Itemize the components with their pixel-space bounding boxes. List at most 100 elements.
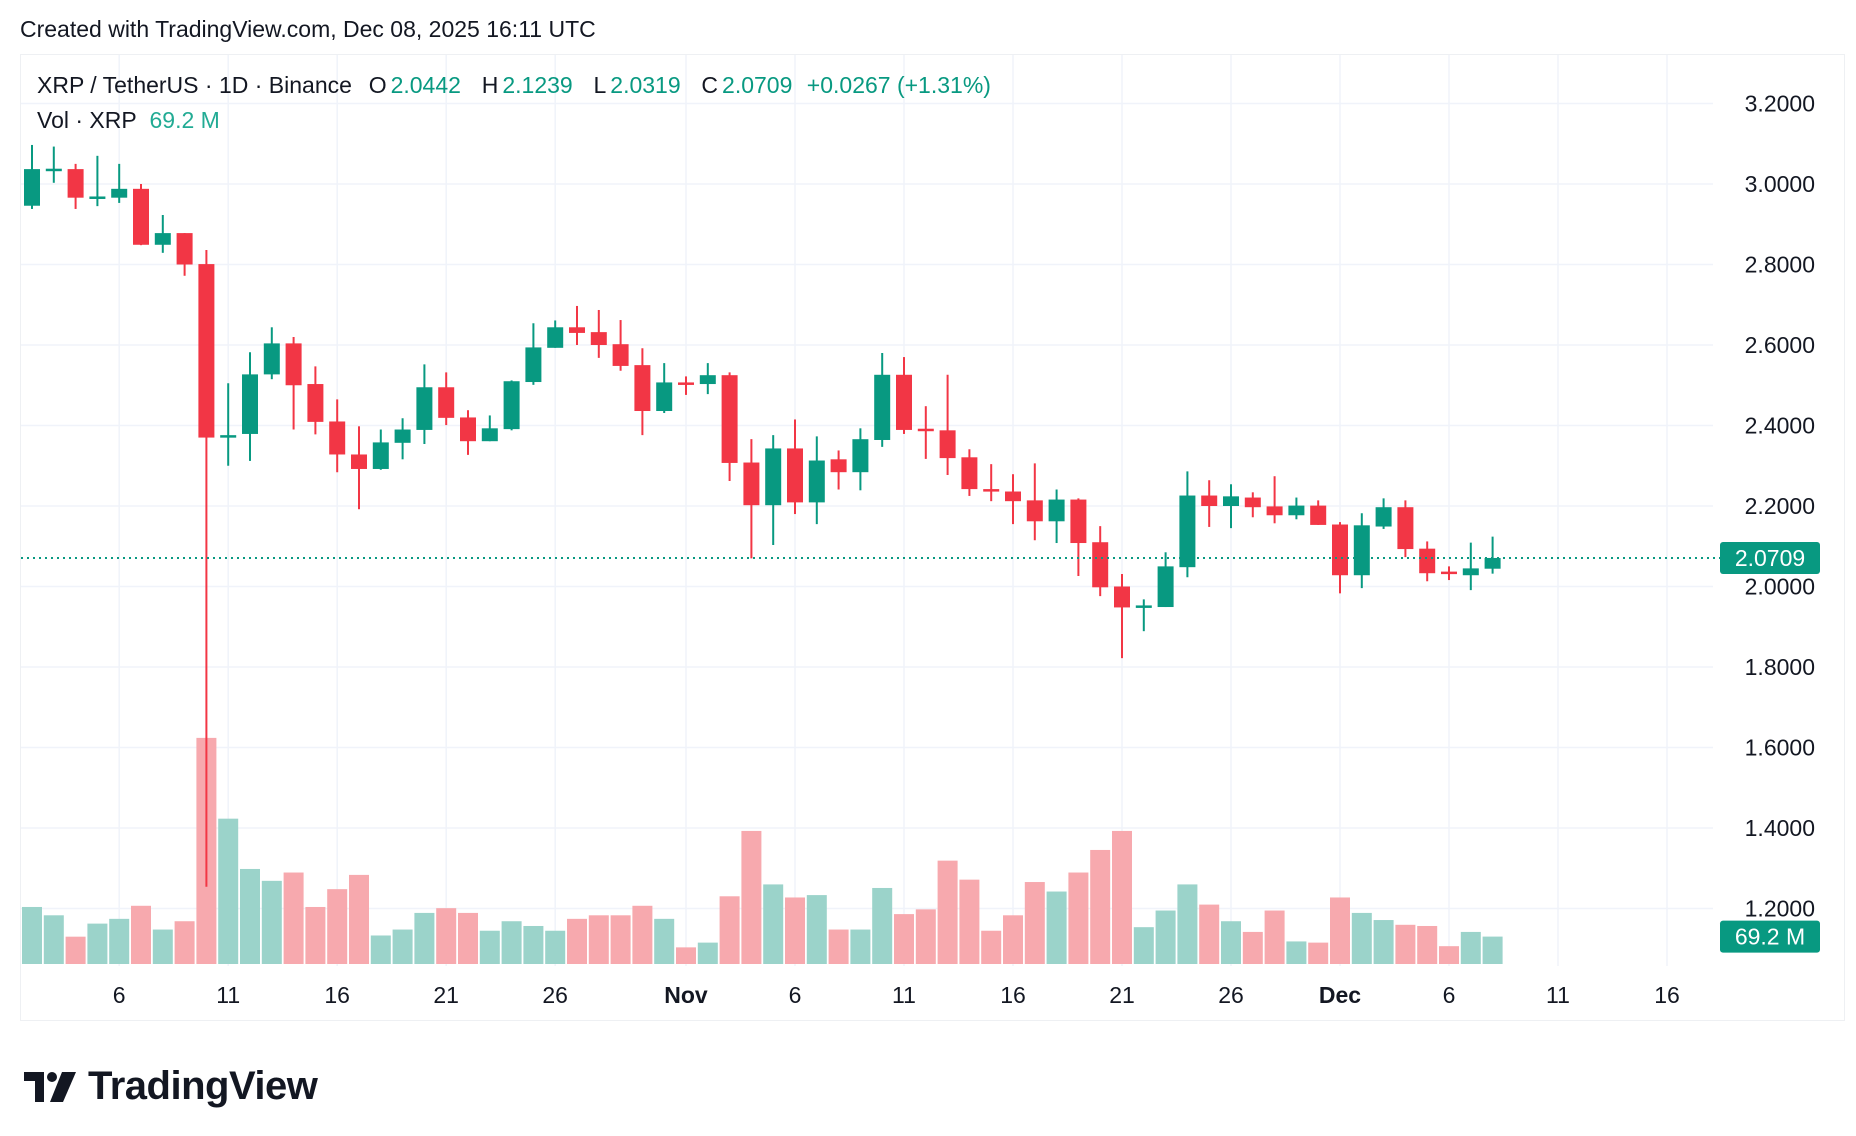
- volume-bar: [174, 921, 195, 964]
- candle-body: [983, 489, 1000, 492]
- volume-bar: [1199, 904, 1220, 964]
- candle-body: [263, 343, 280, 375]
- volume-bar: [240, 868, 260, 964]
- y-tick-label: 3.2000: [1745, 91, 1815, 117]
- volume-bar: [937, 860, 958, 964]
- symbol-title[interactable]: XRP / TetherUS · 1D · Binance: [37, 72, 352, 98]
- candle-body: [896, 374, 912, 430]
- volume-bar: [109, 918, 130, 964]
- candle-body: [285, 343, 302, 386]
- volume-bar: [697, 942, 718, 964]
- volume-bar: [785, 897, 805, 964]
- volume-bar: [610, 915, 631, 964]
- candle-body: [45, 168, 62, 172]
- x-tick-label: Dec: [1319, 982, 1361, 1008]
- volume-bar: [1221, 921, 1241, 964]
- candle-body: [787, 448, 803, 503]
- candle-body: [1005, 491, 1021, 502]
- volume-bar: [523, 925, 544, 964]
- candle-body: [24, 169, 40, 206]
- candle-body: [416, 387, 433, 430]
- volume-bar: [806, 895, 827, 964]
- volume-bar: [261, 880, 282, 964]
- volume-bar: [1003, 915, 1023, 964]
- candle-body: [830, 459, 847, 473]
- volume-bar: [1155, 910, 1176, 964]
- volume-bar: [894, 914, 914, 964]
- volume-bar: [1068, 872, 1089, 964]
- y-tick-label: 1.6000: [1745, 735, 1815, 761]
- volume-bar: [1460, 931, 1481, 964]
- candle-body: [220, 435, 237, 438]
- x-tick-label: Nov: [664, 982, 708, 1008]
- x-tick-label: 11: [1546, 982, 1570, 1008]
- y-tick-label: 3.0000: [1745, 171, 1815, 197]
- last-volume-badge: [1720, 920, 1820, 953]
- candle-body: [1092, 542, 1109, 588]
- candle-body: [1484, 557, 1501, 569]
- candle-body: [808, 460, 825, 503]
- volume-bar: [959, 879, 980, 964]
- high-label: H: [481, 72, 499, 98]
- last-price-badge: [1720, 541, 1820, 574]
- volume-bar: [43, 915, 64, 964]
- x-tick-label: 16: [1000, 982, 1026, 1008]
- candle-body: [634, 365, 651, 412]
- candle-body: [1419, 548, 1436, 574]
- volume-bar: [458, 912, 478, 964]
- tradingview-logo-text: TradingView: [88, 1064, 318, 1108]
- candle-body: [1288, 505, 1305, 516]
- volume-bar: [850, 929, 871, 964]
- volume-bar: [1308, 942, 1329, 964]
- candle-body: [1353, 525, 1370, 576]
- volume-bar: [1482, 936, 1503, 964]
- candle-body: [1135, 605, 1152, 608]
- volume-bar: [1351, 912, 1372, 964]
- candle-body: [525, 347, 542, 383]
- candle-body: [351, 454, 367, 469]
- x-tick-label: 11: [892, 982, 916, 1008]
- volume-bar: [981, 930, 1002, 964]
- volume-bar: [1286, 941, 1307, 964]
- volume-bar: [1417, 925, 1438, 964]
- volume-bar: [479, 930, 500, 964]
- x-tick-label: 26: [1218, 982, 1244, 1008]
- volume-bar: [436, 908, 457, 964]
- candle-body: [874, 374, 891, 440]
- x-tick-label: 26: [542, 982, 568, 1008]
- candle-body: [1201, 495, 1218, 506]
- volume-bar: [545, 930, 566, 964]
- candle-body: [1114, 586, 1130, 608]
- y-tick-label: 1.8000: [1745, 654, 1815, 680]
- candle-body: [590, 332, 607, 345]
- candle-body: [765, 448, 782, 506]
- candle-body: [917, 428, 934, 432]
- volume-bar: [392, 929, 413, 964]
- candle-body: [961, 457, 978, 490]
- volume-bar: [370, 935, 391, 964]
- candle-body: [852, 439, 869, 473]
- volume-bar: [567, 918, 587, 964]
- candle-body: [1157, 566, 1174, 608]
- candle-body: [1375, 507, 1392, 527]
- volume-bar: [872, 887, 893, 964]
- candle-body: [111, 188, 128, 198]
- volume-bar: [1090, 849, 1111, 964]
- candle-body: [1223, 496, 1239, 506]
- tradingview-logo: TradingView: [24, 1064, 318, 1109]
- candle-body: [329, 421, 346, 455]
- candle-body: [699, 375, 716, 385]
- low-label: L: [593, 72, 607, 98]
- volume-bar: [1024, 882, 1045, 964]
- volume-label[interactable]: Vol · XRP: [37, 107, 137, 133]
- open-label: O: [368, 72, 387, 98]
- y-tick-label: 2.6000: [1745, 332, 1815, 358]
- candle-body: [176, 233, 193, 265]
- volume-bar: [676, 947, 696, 964]
- candle-body: [743, 462, 760, 506]
- candle-body: [307, 384, 324, 422]
- volume-bar: [719, 896, 740, 964]
- volume-bar: [501, 921, 522, 964]
- volume-bar: [305, 906, 326, 964]
